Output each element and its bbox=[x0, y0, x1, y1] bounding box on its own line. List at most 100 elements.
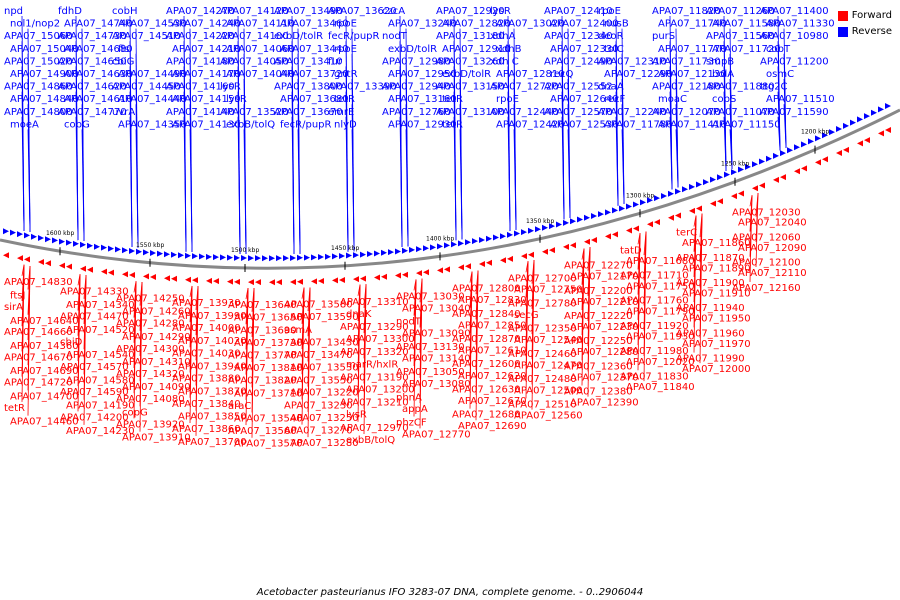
reverse-gene-arrow bbox=[136, 248, 142, 255]
reverse-gene-label: recF bbox=[604, 94, 626, 105]
reverse-gene-arrow bbox=[213, 254, 219, 261]
reverse-gene-label: APA07_12980 bbox=[382, 56, 451, 67]
reverse-gene-arrow bbox=[605, 209, 611, 216]
reverse-gene-arrow bbox=[3, 228, 9, 235]
forward-gene-label: APA07_12040 bbox=[738, 218, 807, 229]
forward-gene-label: ftsJ bbox=[10, 291, 25, 302]
forward-gene-arrow bbox=[171, 275, 177, 282]
forward-gene-label: APA07_14280 bbox=[116, 319, 185, 330]
reverse-gene-label: APA07_12950 bbox=[388, 69, 457, 80]
reverse-gene-label: APA07_13240 bbox=[388, 19, 457, 30]
forward-gene-label: APA07_12610 bbox=[458, 346, 527, 357]
reverse-gene-label: tetR bbox=[442, 119, 463, 130]
forward-gene-label: APA07_13730 bbox=[234, 338, 303, 349]
reverse-gene-arrow bbox=[17, 231, 23, 238]
forward-gene-label: APA07_13770 bbox=[228, 350, 297, 361]
reverse-gene-label: APA07_14770 bbox=[58, 107, 127, 118]
reverse-gene-label: APA07_12940 bbox=[382, 82, 451, 93]
genome-backbone bbox=[0, 108, 900, 270]
reverse-gene-arrow bbox=[164, 251, 170, 258]
forward-gene-label: lysR bbox=[346, 410, 367, 421]
forward-gene-arrow bbox=[101, 268, 107, 275]
reverse-gene-arrow bbox=[276, 255, 282, 262]
reverse-gene-label: lysR bbox=[226, 94, 247, 105]
reverse-gene-label: APA07_11560 bbox=[706, 31, 775, 42]
forward-gene-label: APA07_13880 bbox=[172, 374, 241, 385]
reverse-swatch bbox=[837, 27, 848, 37]
reverse-gene-arrow bbox=[626, 203, 632, 210]
forward-gene-label: APA07_12690 bbox=[458, 421, 527, 432]
forward-gene-label: tetR bbox=[4, 403, 25, 414]
forward-gene-arrow bbox=[374, 274, 380, 281]
reverse-gene-arrow bbox=[507, 231, 513, 238]
forward-gene-arrow bbox=[752, 185, 758, 192]
forward-gene-arrow bbox=[486, 259, 492, 266]
reverse-gene-label: rpoE bbox=[496, 94, 519, 105]
forward-connector-line bbox=[189, 285, 193, 423]
forward-gene-label: terC bbox=[676, 228, 697, 239]
reverse-gene-label: APA07_14620 bbox=[58, 82, 127, 93]
reverse-gene-label: APA07_15060 bbox=[4, 31, 73, 42]
reverse-gene-arrow bbox=[521, 229, 527, 236]
reverse-gene-label: APA07_13160 bbox=[388, 94, 457, 105]
forward-gene-arrow bbox=[339, 276, 345, 283]
reverse-gene-arrow bbox=[472, 238, 478, 245]
reverse-gene-label: cobT bbox=[766, 44, 791, 55]
reverse-gene-arrow bbox=[780, 150, 786, 157]
forward-gene-label: APA07_12800 bbox=[452, 284, 521, 295]
forward-gene-label: APA07_12680 bbox=[452, 410, 521, 421]
reverse-gene-label: APA07_11720 bbox=[712, 44, 781, 55]
connector-lines bbox=[21, 15, 787, 438]
forward-gene-label: APA07_11870 bbox=[676, 253, 745, 264]
reverse-gene-label: APA07_14150 bbox=[172, 94, 241, 105]
reverse-gene-arrow bbox=[311, 254, 317, 261]
reverse-gene-arrow bbox=[80, 241, 86, 248]
forward-gene-label: APA07_14700 bbox=[10, 391, 79, 402]
reverse-gene-label: rpoE bbox=[598, 6, 621, 17]
reverse-gene-label: APA07_13620 bbox=[328, 6, 397, 17]
forward-gene-label: APA07_14330 bbox=[60, 286, 129, 297]
reverse-gene-arrow bbox=[815, 135, 821, 142]
reverse-gene-label: APA07_12490 bbox=[544, 56, 613, 67]
forward-gene-label: APA07_11900 bbox=[676, 278, 745, 289]
reverse-gene-arrow bbox=[227, 254, 233, 261]
reverse-gene-arrow bbox=[843, 122, 849, 129]
reverse-gene-label: cobH bbox=[112, 6, 137, 17]
reverse-gene-arrow bbox=[10, 229, 16, 236]
reverse-gene-arrow bbox=[633, 201, 639, 208]
forward-gene-arrow bbox=[45, 260, 51, 267]
forward-gene-arrow bbox=[332, 277, 338, 284]
reverse-gene-arrow bbox=[283, 255, 289, 262]
forward-gene-label: APA07_13310 bbox=[340, 297, 409, 308]
forward-gene-arrow bbox=[437, 267, 443, 274]
gene-arrows bbox=[3, 102, 891, 286]
forward-gene-arrow bbox=[675, 212, 681, 219]
forward-gene-label: APA07_14590 bbox=[60, 387, 129, 398]
forward-connector-line bbox=[581, 248, 585, 386]
forward-gene-label: APA07_12280 bbox=[570, 347, 639, 358]
forward-gene-arrow bbox=[290, 278, 296, 285]
reverse-gene-label: fdhD bbox=[58, 6, 82, 17]
forward-gene-label: APA07_14640 bbox=[10, 316, 79, 327]
reverse-gene-arrow bbox=[115, 246, 121, 253]
forward-connector-line bbox=[77, 274, 81, 412]
forward-gene-label: APA07_11680 bbox=[626, 256, 695, 267]
forward-gene-label: APA07_12200 bbox=[564, 286, 633, 297]
reverse-gene-label: APA07_13520 bbox=[220, 107, 289, 118]
forward-gene-label: APA07_13590 bbox=[290, 312, 359, 323]
reverse-gene-arrow bbox=[647, 197, 653, 204]
reverse-gene-arrow bbox=[220, 254, 226, 261]
reverse-gene-label: lysR bbox=[490, 6, 511, 17]
forward-gene-label: APA07_14310 bbox=[122, 357, 191, 368]
forward-gene-label: APA07_13810 bbox=[234, 363, 303, 374]
reverse-gene-arrow bbox=[871, 109, 877, 116]
forward-gene-label: APA07_13080 bbox=[402, 379, 471, 390]
reverse-gene-label: APA07_13720 bbox=[280, 69, 349, 80]
forward-gene-arrow bbox=[185, 276, 191, 283]
reverse-connector-line bbox=[237, 116, 241, 254]
reverse-gene-arrow bbox=[248, 255, 254, 262]
forward-gene-label: APA07_12170 bbox=[570, 272, 639, 283]
reverse-gene-label: APA07_14900 bbox=[10, 69, 79, 80]
forward-gene-label: APA07_14690 bbox=[10, 366, 79, 377]
reverse-gene-arrow bbox=[500, 233, 506, 240]
